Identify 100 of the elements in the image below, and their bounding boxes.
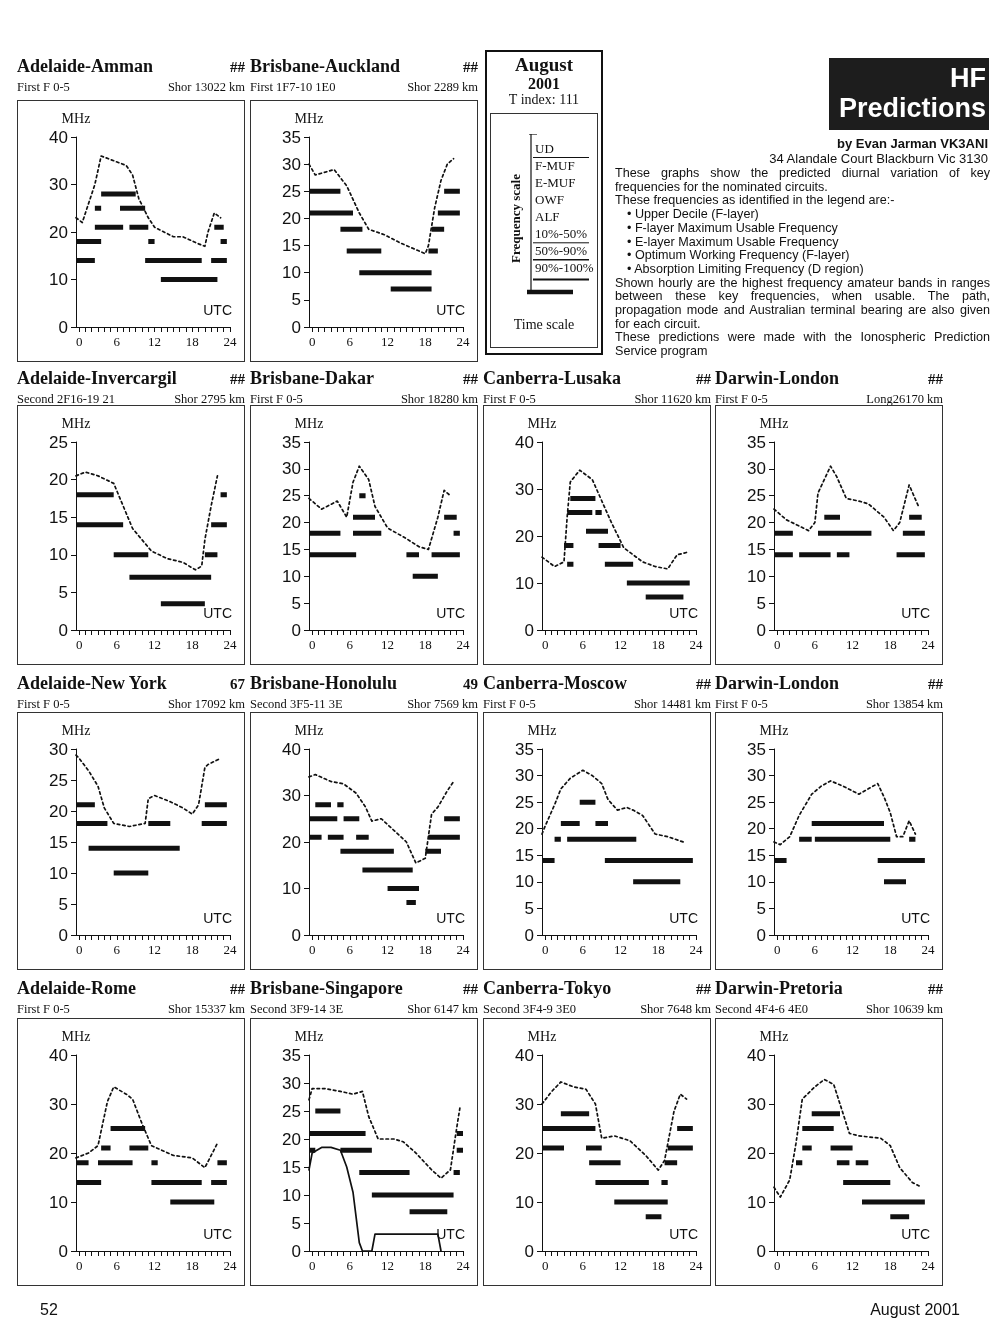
x-tick-label: 6	[579, 1258, 587, 1273]
x-tick-label: 0	[308, 334, 316, 349]
y-tick-label: 20	[282, 513, 301, 533]
y-tick-label: 10	[49, 270, 68, 289]
text: ##	[696, 371, 711, 388]
text: ##	[928, 981, 943, 998]
text: Long26170 km	[866, 392, 943, 407]
y-tick-label: 30	[747, 459, 766, 479]
y-tick-label: 15	[282, 1157, 301, 1177]
x-tick-label: 12	[148, 637, 162, 652]
chart-subtitle: Second 2F16-19 21	[17, 392, 115, 407]
x-tick-label: 6	[811, 637, 819, 652]
x-tick-label: 0	[773, 637, 781, 652]
y-axis-title: MHz	[759, 415, 789, 431]
text: These predictions were made with the Ionospheric Prediction Service program	[615, 330, 990, 359]
y-tick-label: 10	[282, 879, 301, 898]
x-tick-label: 0	[75, 942, 83, 957]
text: F-MUF	[535, 158, 575, 173]
y-tick-label: 20	[49, 222, 68, 242]
y-tick-label: 10	[282, 566, 301, 586]
y-tick-label: 10	[515, 1192, 534, 1212]
chart-title: Brisbane-Dakar	[250, 368, 375, 389]
y-tick-label: 30	[747, 766, 766, 786]
y-tick-label: 15	[282, 539, 301, 559]
x-tick-label: 12	[614, 637, 628, 652]
x-tick-label: 0	[308, 637, 316, 652]
text: UD	[535, 141, 554, 156]
x-tick-label: 18	[185, 334, 199, 349]
text: by Evan Jarman VK3ANI	[836, 136, 988, 151]
x-tick-label: 18	[651, 637, 665, 652]
y-tick-label: 10	[515, 872, 534, 892]
x-tick-label: 0	[308, 1258, 316, 1273]
text: Frequency scale	[508, 174, 523, 263]
chart-subtitle: First F 0-5	[17, 1002, 70, 1017]
text: 34 Alandale Court Blackburn Vic 3130	[769, 151, 988, 166]
x-tick-label: 12	[381, 334, 395, 349]
y-axis-title: MHz	[61, 722, 91, 738]
x-tick-label: 24	[223, 942, 237, 957]
y-tick-label: 20	[515, 526, 534, 546]
y-tick-label: 15	[49, 832, 68, 852]
text: • Optimum Working Frequency (F-layer)	[626, 248, 851, 263]
y-tick-label: 10	[282, 1185, 301, 1205]
y-axis-title: MHz	[61, 110, 91, 126]
y-axis-title: MHz	[294, 722, 324, 738]
x-tick-label: 0	[308, 942, 316, 957]
text: ##	[230, 59, 245, 76]
chart-subtitle: First F 0-5	[715, 392, 768, 407]
text: These frequencies as identified in the legend are:-	[615, 193, 896, 209]
x-tick-label: 24	[223, 1258, 237, 1273]
text: E-MUF	[535, 175, 576, 190]
text: • F-layer Maximum Usable Frequency	[626, 220, 839, 236]
x-tick-label: 0	[773, 1258, 781, 1273]
x-axis-title: UTC	[203, 302, 233, 318]
y-tick-label: 5	[58, 582, 68, 602]
x-tick-label: 24	[689, 942, 703, 957]
chart-title: Adelaide-Rome	[17, 978, 136, 999]
text: ##	[230, 981, 245, 998]
y-tick-label: 30	[49, 1094, 68, 1114]
y-tick-label: 30	[747, 1094, 766, 1114]
x-tick-label: 12	[846, 942, 860, 957]
x-tick-label: 18	[185, 637, 199, 652]
y-tick-label: 25	[282, 1101, 301, 1121]
text: ##	[696, 981, 711, 998]
text: Time scale	[512, 317, 576, 333]
x-tick-label: 12	[381, 637, 395, 652]
y-tick-label: 30	[49, 739, 68, 759]
text: 10%-50%	[535, 226, 587, 241]
y-tick-label: 5	[756, 898, 766, 918]
y-axis-title: MHz	[527, 415, 557, 431]
y-tick-label: 25	[515, 792, 534, 812]
y-tick-label: 10	[49, 545, 68, 565]
y-tick-label: 15	[49, 507, 68, 527]
x-tick-label: 18	[883, 637, 897, 652]
x-axis-title: UTC	[203, 605, 233, 621]
y-tick-label: 40	[747, 1045, 766, 1065]
y-tick-label: 20	[49, 470, 68, 490]
text: ##	[928, 371, 943, 388]
y-tick-label: 35	[515, 739, 534, 759]
y-tick-label: 15	[282, 236, 301, 256]
x-tick-label: 0	[541, 942, 549, 957]
x-axis-title: UTC	[669, 605, 699, 621]
y-tick-label: 35	[282, 127, 301, 147]
y-axis-title: MHz	[527, 1028, 557, 1044]
x-tick-label: 6	[113, 1258, 121, 1273]
y-tick-label: 30	[515, 479, 534, 499]
y-tick-label: 25	[747, 486, 766, 506]
text: 50%-90%	[535, 243, 587, 258]
text: ALF	[535, 209, 560, 224]
y-tick-label: 5	[291, 593, 301, 613]
y-tick-label: 30	[515, 1094, 534, 1114]
title-banner: HF Predictions	[829, 58, 989, 130]
x-tick-label: 6	[579, 942, 587, 957]
y-tick-label: 20	[515, 1143, 534, 1163]
text: Shor 7569 km	[407, 697, 478, 712]
x-tick-label: 0	[541, 1258, 549, 1273]
x-tick-label: 6	[113, 942, 121, 957]
y-tick-label: 15	[747, 845, 766, 865]
text: • Upper Decile (F-layer)	[626, 207, 760, 222]
x-tick-label: 18	[651, 942, 665, 957]
x-axis-title: UTC	[669, 1226, 699, 1242]
